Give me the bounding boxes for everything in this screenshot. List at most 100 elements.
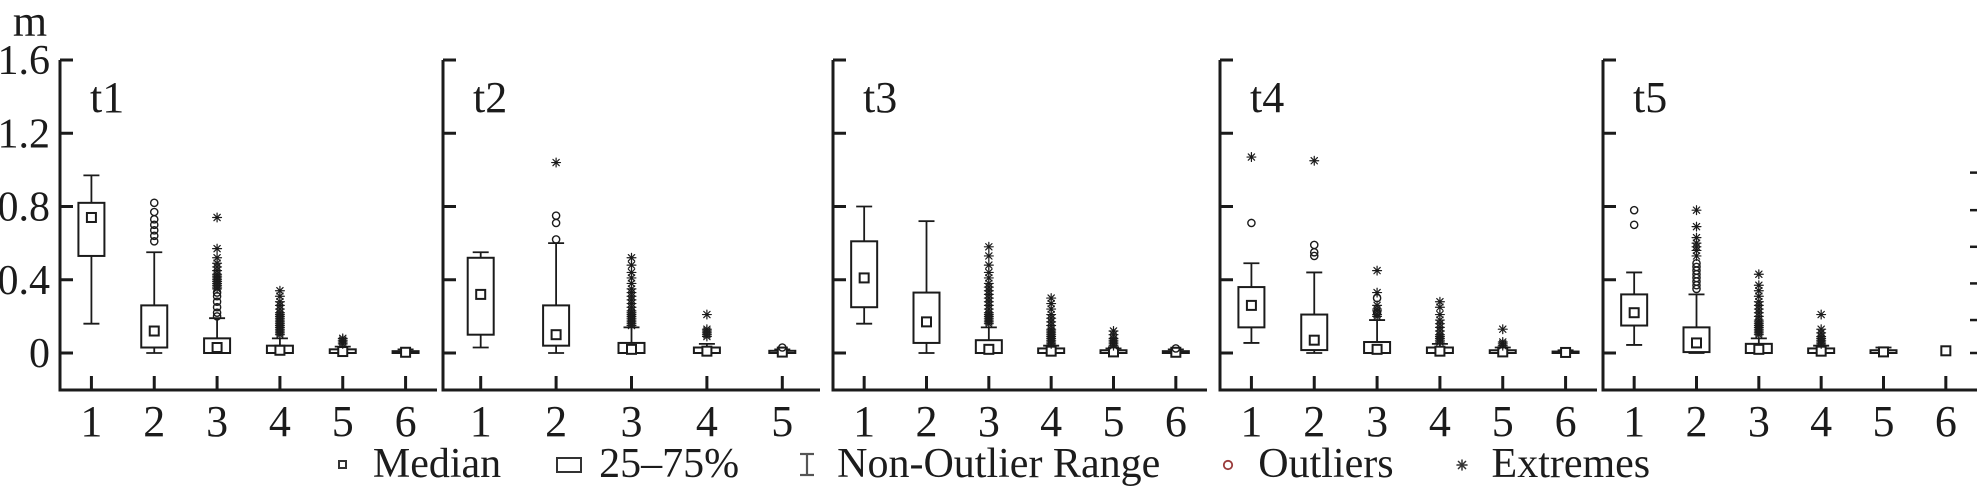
boxplot-cat-2 — [542, 157, 571, 354]
panel-t1: 0 0.4 0.8 1.2 1.6 t1 1 2 3 4 5 6 — [0, 38, 437, 446]
extreme-point — [274, 285, 285, 296]
extreme-point — [1816, 309, 1827, 320]
x-tick-label: 4 — [269, 397, 291, 446]
outlier-point — [212, 312, 222, 321]
box-rect — [1237, 286, 1266, 329]
x-tick-label: 3 — [1366, 397, 1388, 446]
boxplot-cat-1 — [77, 174, 106, 325]
box-square-icon — [556, 457, 583, 473]
legend-label: 25–75% — [599, 441, 740, 487]
extreme-point — [983, 267, 994, 278]
x-tick-label: 2 — [1303, 397, 1325, 446]
whisker-range-icon — [800, 452, 815, 477]
panel-title: t1 — [90, 73, 124, 122]
x-tick-label: 3 — [621, 397, 643, 446]
legend-label: Median — [372, 441, 502, 487]
median-marker — [626, 343, 637, 355]
boxplot-cat-1 — [850, 205, 879, 325]
outlier-point — [149, 207, 159, 217]
extreme-asterisk-icon — [1455, 459, 1468, 471]
x-tick-label: 5 — [1492, 397, 1514, 446]
boxplot-cat-3 — [1363, 265, 1392, 355]
outlier-point — [1309, 251, 1319, 261]
x-tick-label: 2 — [1686, 397, 1708, 446]
panel-t3: t3 1 2 3 4 5 6 — [831, 58, 1207, 446]
boxplot-cat-4 — [1037, 293, 1066, 357]
x-tick-label: 5 — [1873, 397, 1895, 446]
x-tick-label: 6 — [395, 397, 417, 446]
outlier-circle-icon — [1223, 459, 1234, 471]
median-marker — [1308, 334, 1320, 346]
outlier-point — [551, 235, 561, 244]
median-marker — [1560, 346, 1572, 358]
extreme-point — [701, 309, 712, 320]
y-tick-label: 1.2 — [0, 111, 50, 157]
legend-item-outlier-circle: Outliers — [1212, 441, 1394, 487]
median-marker — [85, 211, 97, 223]
outlier-point — [1309, 240, 1319, 250]
median-marker — [983, 343, 995, 355]
legend-item-whisker-range: Non-Outlier Range — [791, 443, 1160, 485]
extreme-point — [1108, 326, 1119, 337]
outlier-point — [778, 343, 787, 352]
legend-item-extreme-asterisk: Extremes — [1446, 443, 1650, 485]
extreme-point — [1046, 304, 1057, 315]
chart-legend: Median 25–75% Non-Outlier Range Outliers Ext… — [0, 437, 1977, 491]
boxplot-cat-6 — [1940, 345, 1952, 357]
extreme-point — [1309, 155, 1320, 166]
extreme-point — [983, 250, 994, 261]
outlier-point — [1629, 220, 1639, 230]
outlier-point — [212, 297, 222, 307]
x-tick-label: 1 — [1623, 397, 1645, 446]
boxplot-cat-4 — [1425, 296, 1454, 357]
median-square-icon — [337, 460, 347, 469]
x-tick-label: 2 — [143, 397, 165, 446]
extreme-point — [1372, 287, 1383, 298]
median-marker — [400, 346, 412, 358]
boxplot-cat-1 — [466, 251, 495, 349]
boxplot-cat-6 — [391, 346, 420, 358]
boxplot-cat-3 — [203, 212, 232, 355]
extreme-point — [983, 260, 994, 271]
x-tick-label: 1 — [80, 397, 102, 446]
boxplot-cat-5 — [1099, 326, 1128, 358]
x-tick-label: 5 — [332, 397, 354, 446]
axis-frame — [58, 60, 437, 392]
outlier-point — [212, 308, 222, 318]
panel-t2: t2 1 2 3 4 5 — [441, 58, 820, 446]
extreme-point — [1753, 285, 1764, 296]
extreme-point — [983, 241, 994, 252]
boxplot-cat-5 — [328, 333, 357, 358]
boxplot-cat-5 — [768, 343, 797, 358]
extreme-point — [1753, 296, 1764, 307]
legend-label: Outliers — [1258, 441, 1394, 487]
outlier-point — [1629, 205, 1639, 215]
median-marker — [475, 288, 487, 300]
outlier-point — [1692, 262, 1701, 272]
extreme-point — [212, 252, 223, 263]
boxplot-cat-1 — [1237, 152, 1266, 344]
panel-title: t3 — [863, 73, 897, 122]
x-tick-label: 4 — [1429, 397, 1451, 446]
extreme-point — [1434, 315, 1445, 326]
extreme-point — [1246, 152, 1257, 163]
extreme-point — [1372, 300, 1383, 311]
y-tick-label: 0.8 — [0, 185, 50, 231]
extreme-point — [1046, 293, 1057, 304]
outlier-point — [149, 220, 159, 230]
panel-title: t4 — [1250, 73, 1284, 122]
boxplot-cat-4 — [692, 309, 721, 357]
extreme-point — [701, 324, 712, 335]
outlier-point — [149, 226, 159, 235]
outlier-point — [212, 302, 222, 312]
median-marker — [148, 325, 160, 337]
median-marker — [776, 346, 788, 358]
boxplot-cat-4 — [1807, 309, 1836, 357]
x-tick-label: 3 — [1748, 397, 1770, 446]
x-tick-label: 6 — [1165, 397, 1187, 446]
boxplot-cat-2 — [1682, 205, 1711, 354]
median-marker — [1245, 299, 1257, 311]
x-tick-label: 5 — [1103, 397, 1125, 446]
x-tick-label: 1 — [1240, 397, 1262, 446]
